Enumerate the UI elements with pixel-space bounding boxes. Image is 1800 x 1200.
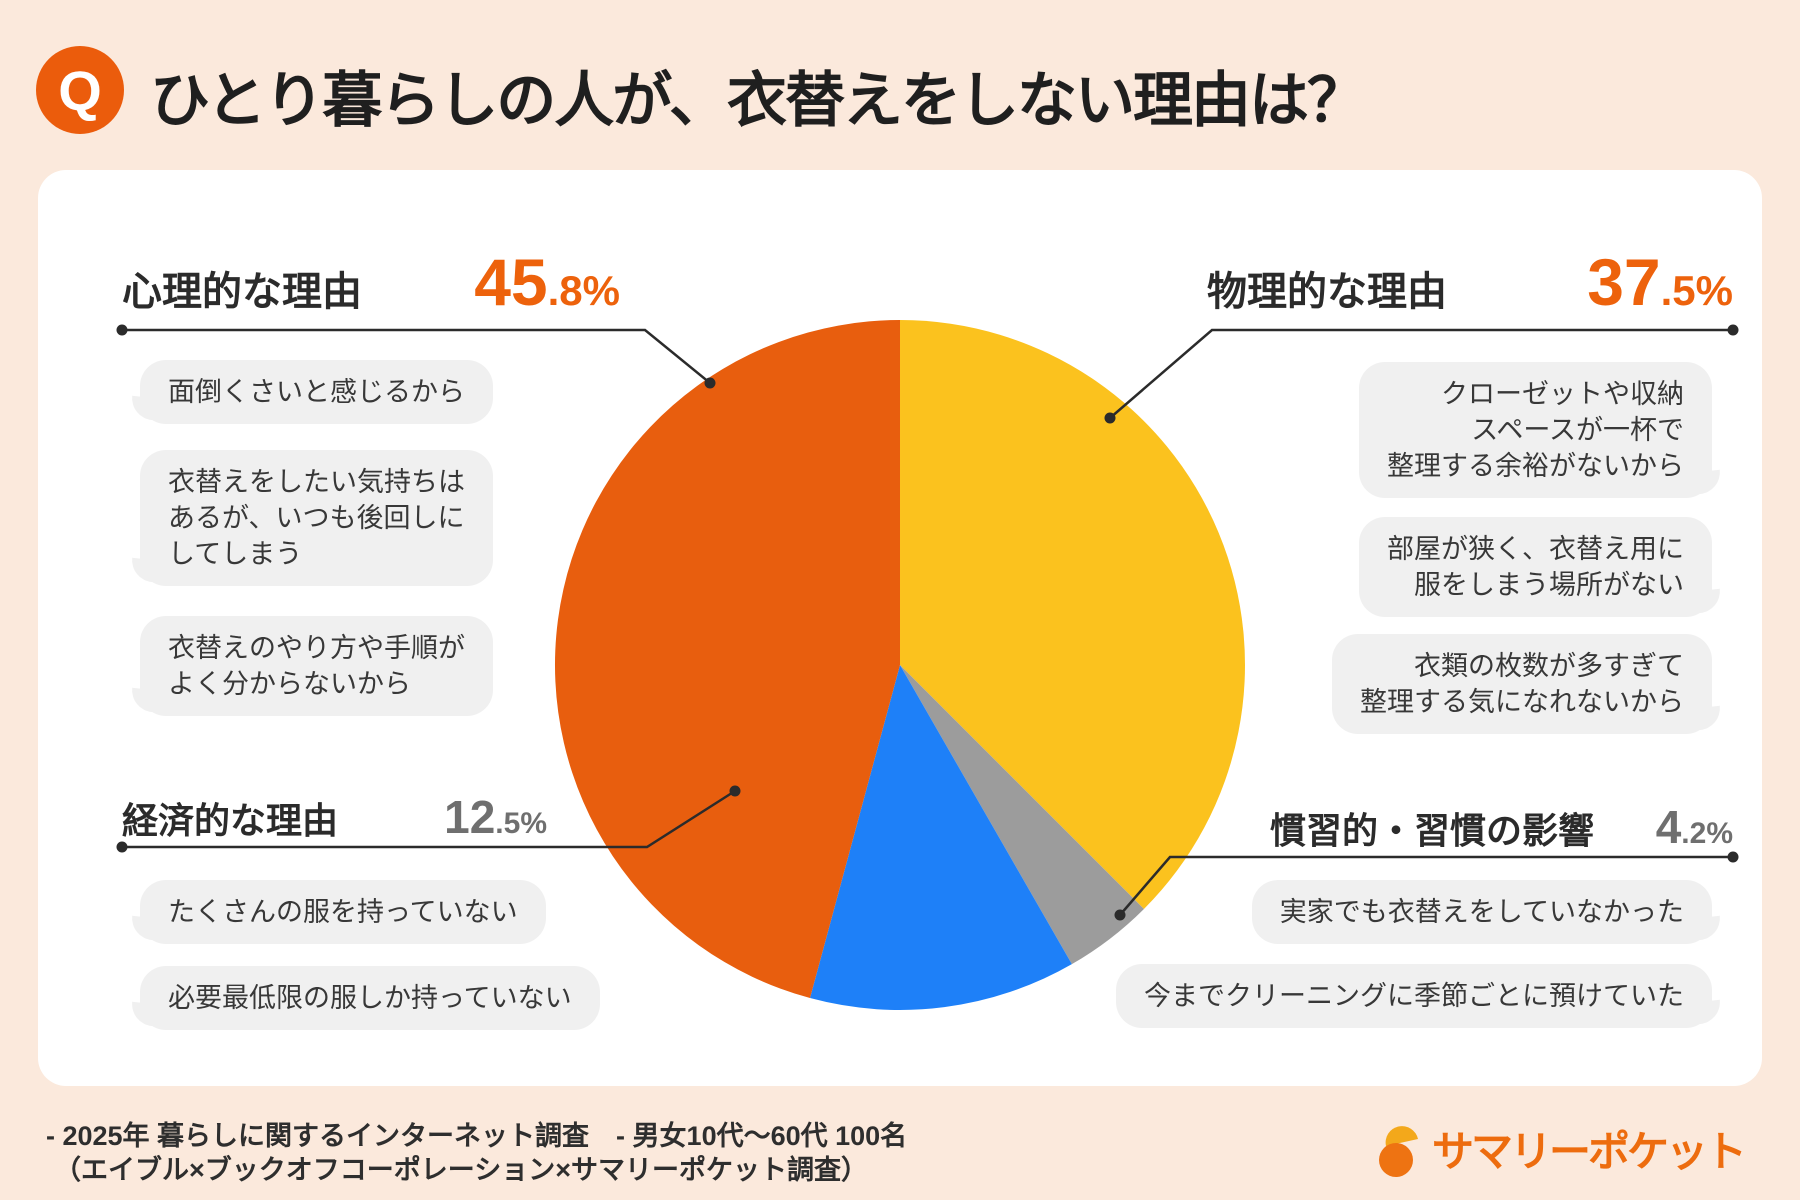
pie-chart	[554, 319, 1245, 1011]
reason-bubble-psychological-2: 衣替えをしたい気持ちは あるが、いつも後回しに してしまう	[140, 450, 493, 586]
reason-bubble-habitual-1: 実家でも衣替えをしていなかった	[1251, 880, 1712, 944]
category-percent-economic: 12.5%	[444, 791, 547, 843]
summary-pocket-logo-icon	[1378, 1125, 1418, 1177]
reason-bubble-psychological-1: 面倒くさいと感じるから	[140, 360, 493, 424]
category-name-habitual: 慣習的・習慣の影響	[1270, 810, 1595, 851]
pie-slice-physical	[900, 320, 1245, 909]
category-percent-physical: 37.5%	[1587, 245, 1733, 319]
page-title: ひとり暮らしの人が、衣替えをしない理由は？	[150, 67, 1367, 134]
pie-slice-habitual	[900, 665, 1144, 965]
reason-bubble-economic-1: たくさんの服を持っていない	[140, 880, 546, 944]
category-label-psychological: 心理的な理由 45.8%	[122, 244, 620, 320]
category-label-habitual: 慣習的・習慣の影響 4.2%	[1270, 800, 1733, 854]
reason-bubble-habitual-2: 今までクリーニングに季節ごとに預けていた	[1116, 964, 1712, 1028]
reason-bubble-physical-3: 衣類の枚数が多すぎて 整理する気になれないから	[1332, 634, 1712, 734]
category-label-physical: 物理的な理由 37.5%	[1207, 244, 1733, 320]
pie-slice-economic	[810, 665, 1072, 1011]
reason-bubble-psychological-3: 衣替えのやり方や手順が よく分からないから	[140, 616, 493, 716]
reason-bubble-physical-1: クローゼットや収納 スペースが一杯で 整理する余裕がないから	[1359, 362, 1712, 498]
category-percent-psychological: 45.8%	[474, 245, 620, 319]
question-badge-label: Q	[58, 58, 102, 122]
category-name-economic: 経済的な理由	[122, 800, 339, 841]
summary-pocket-logo-text: サマリーポケット	[1431, 1128, 1747, 1175]
question-badge: Q	[36, 46, 124, 134]
summary-pocket-logo: サマリーポケット	[1376, 1118, 1747, 1179]
survey-note-line1: - 2025年 暮らしに関するインターネット調査 - 男女10代～60代 100…	[46, 1121, 908, 1151]
category-name-physical: 物理的な理由	[1207, 270, 1447, 314]
reason-bubble-physical-2: 部屋が狭く、衣替え用に 服をしまう場所がない	[1359, 517, 1712, 617]
category-label-economic: 経済的な理由 12.5%	[122, 790, 547, 844]
reason-bubble-economic-2: 必要最低限の服しか持っていない	[140, 966, 600, 1030]
survey-note-line2: （エイブル×ブックオフコーポレーション×サマリーポケット調査）	[54, 1155, 868, 1185]
category-percent-habitual: 4.2%	[1655, 801, 1733, 853]
category-name-psychological: 心理的な理由	[122, 270, 362, 314]
